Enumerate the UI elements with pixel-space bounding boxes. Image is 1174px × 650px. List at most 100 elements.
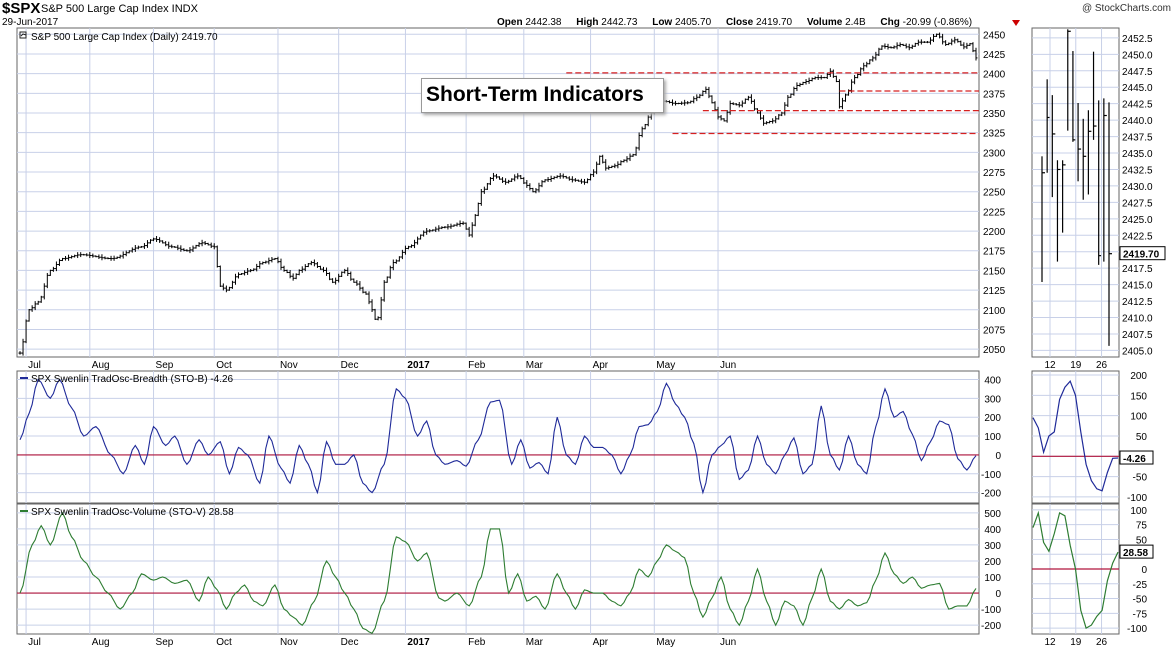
y-tick-label: 100 (984, 432, 1001, 443)
ohlc-bar (616, 161, 620, 169)
ohlc-bar (889, 46, 893, 49)
y-tick-label: 150 (1130, 391, 1147, 402)
ohlc-bar (804, 79, 808, 85)
ohlc-bar (470, 222, 474, 238)
ohlc-bar (586, 178, 590, 184)
y-tick-label: 2405.0 (1122, 346, 1153, 357)
index-name: S&P 500 Large Cap Index INDX (41, 3, 198, 15)
ohlc-bar (158, 237, 162, 243)
y-tick-label: 2412.5 (1122, 297, 1153, 308)
ohlc-bar (916, 39, 920, 46)
ohlc-bar (373, 308, 377, 320)
ohlc-bar (73, 254, 77, 258)
ohlc-bar (188, 247, 192, 254)
ohlc-readout: Open 2442.38 High 2442.73 Low 2405.70 Cl… (497, 17, 984, 28)
low-value: 2405.70 (675, 17, 712, 28)
ohlc-bar (437, 225, 441, 232)
ohlc-bar (240, 273, 244, 275)
ohlc-bar (941, 33, 945, 45)
y-tick-label: 2432.5 (1122, 165, 1153, 176)
ohlc-bar (965, 42, 969, 49)
y-tick-label: -100 (1127, 624, 1147, 635)
ohlc-bar (555, 175, 559, 179)
ohlc-bar (149, 239, 153, 244)
ohlc-bar (443, 226, 447, 229)
ohlc-bar (546, 177, 550, 182)
ohlc-bar (837, 79, 841, 109)
ohlc-bar (777, 114, 781, 120)
ohlc-bar (321, 266, 325, 273)
y-tick-label: 2375 (983, 89, 1006, 100)
breadth-last-value-tag (1119, 450, 1154, 465)
ohlc-bar (191, 245, 195, 252)
ohlc-bar (768, 120, 772, 124)
ohlc-bar (944, 40, 948, 46)
ohlc-bar (94, 255, 98, 258)
ohlc-bar (707, 86, 711, 99)
ohlc-bar (962, 42, 966, 50)
ohlc-bar (397, 256, 401, 262)
ohlc-bar (613, 163, 617, 169)
ohlc-bar (786, 95, 790, 107)
y-tick-label: 2150 (983, 266, 1006, 277)
last-value-tag (1119, 246, 1166, 261)
ohlc-bar (883, 43, 887, 49)
ohlc-bar (919, 39, 923, 45)
y-tick-label: 50 (1136, 535, 1148, 546)
ohlc-bar (479, 188, 483, 206)
ohlc-bar (667, 100, 671, 104)
ohlc-bar (422, 230, 426, 237)
ohlc-bar (264, 260, 268, 264)
y-tick-label: 400 (984, 525, 1001, 536)
ohlc-bar (364, 291, 368, 295)
ohlc-bar (394, 259, 398, 264)
ohlc-bar (728, 100, 732, 115)
x-tick-label: 12 (1044, 360, 1056, 371)
ohlc-bar (825, 72, 829, 79)
ohlc-bar (561, 173, 565, 179)
ohlc-bar (783, 102, 787, 116)
ohlc-bar (901, 43, 905, 46)
ohlc-bar (197, 242, 201, 247)
y-tick-label: 2350 (983, 109, 1006, 120)
ohlc-bar (913, 42, 917, 47)
ohlc-bar (303, 264, 307, 272)
ohlc-bar (540, 180, 544, 188)
ohlc-bar (719, 115, 723, 121)
ohlc-bar (51, 266, 55, 272)
ohlc-bar (340, 271, 344, 278)
ohlc-bar (713, 101, 717, 112)
ohlc-bar (57, 258, 61, 266)
y-tick-label: 2435.0 (1122, 149, 1153, 160)
ohlc-bar (749, 94, 753, 104)
ohlc-bar (628, 153, 632, 162)
ohlc-bar (822, 76, 826, 79)
ohlc-bar (807, 77, 811, 84)
x-tick-label: Sep (156, 360, 174, 371)
y-tick-label: 100 (984, 573, 1001, 584)
y-tick-label: 2300 (983, 148, 1006, 159)
y-tick-label: -50 (1133, 595, 1148, 606)
ohlc-bar (692, 96, 696, 104)
ohlc-bar (476, 202, 480, 217)
ohlc-bar (810, 77, 814, 82)
ohlc-bar (367, 291, 371, 305)
ohlc-bar (400, 249, 404, 260)
ohlc-bar (376, 316, 380, 321)
ohlc-bar (136, 245, 140, 250)
ohlc-bar (285, 269, 289, 274)
ohlc-bar (519, 175, 523, 180)
ohlc-bar (291, 273, 295, 281)
ohlc-bar (328, 272, 332, 281)
y-tick-label: 0 (995, 589, 1001, 600)
ohlc-bar (592, 169, 596, 178)
ohlc-bar (82, 253, 86, 256)
ohlc-bar (774, 116, 778, 124)
ohlc-bar (537, 182, 541, 193)
y-tick-label: 2125 (983, 286, 1006, 297)
breadth-last-value-label: -4.26 (1123, 454, 1146, 465)
ohlc-bar (39, 295, 43, 303)
y-tick-label: 2225 (983, 207, 1006, 218)
ohlc-bar (227, 286, 231, 291)
